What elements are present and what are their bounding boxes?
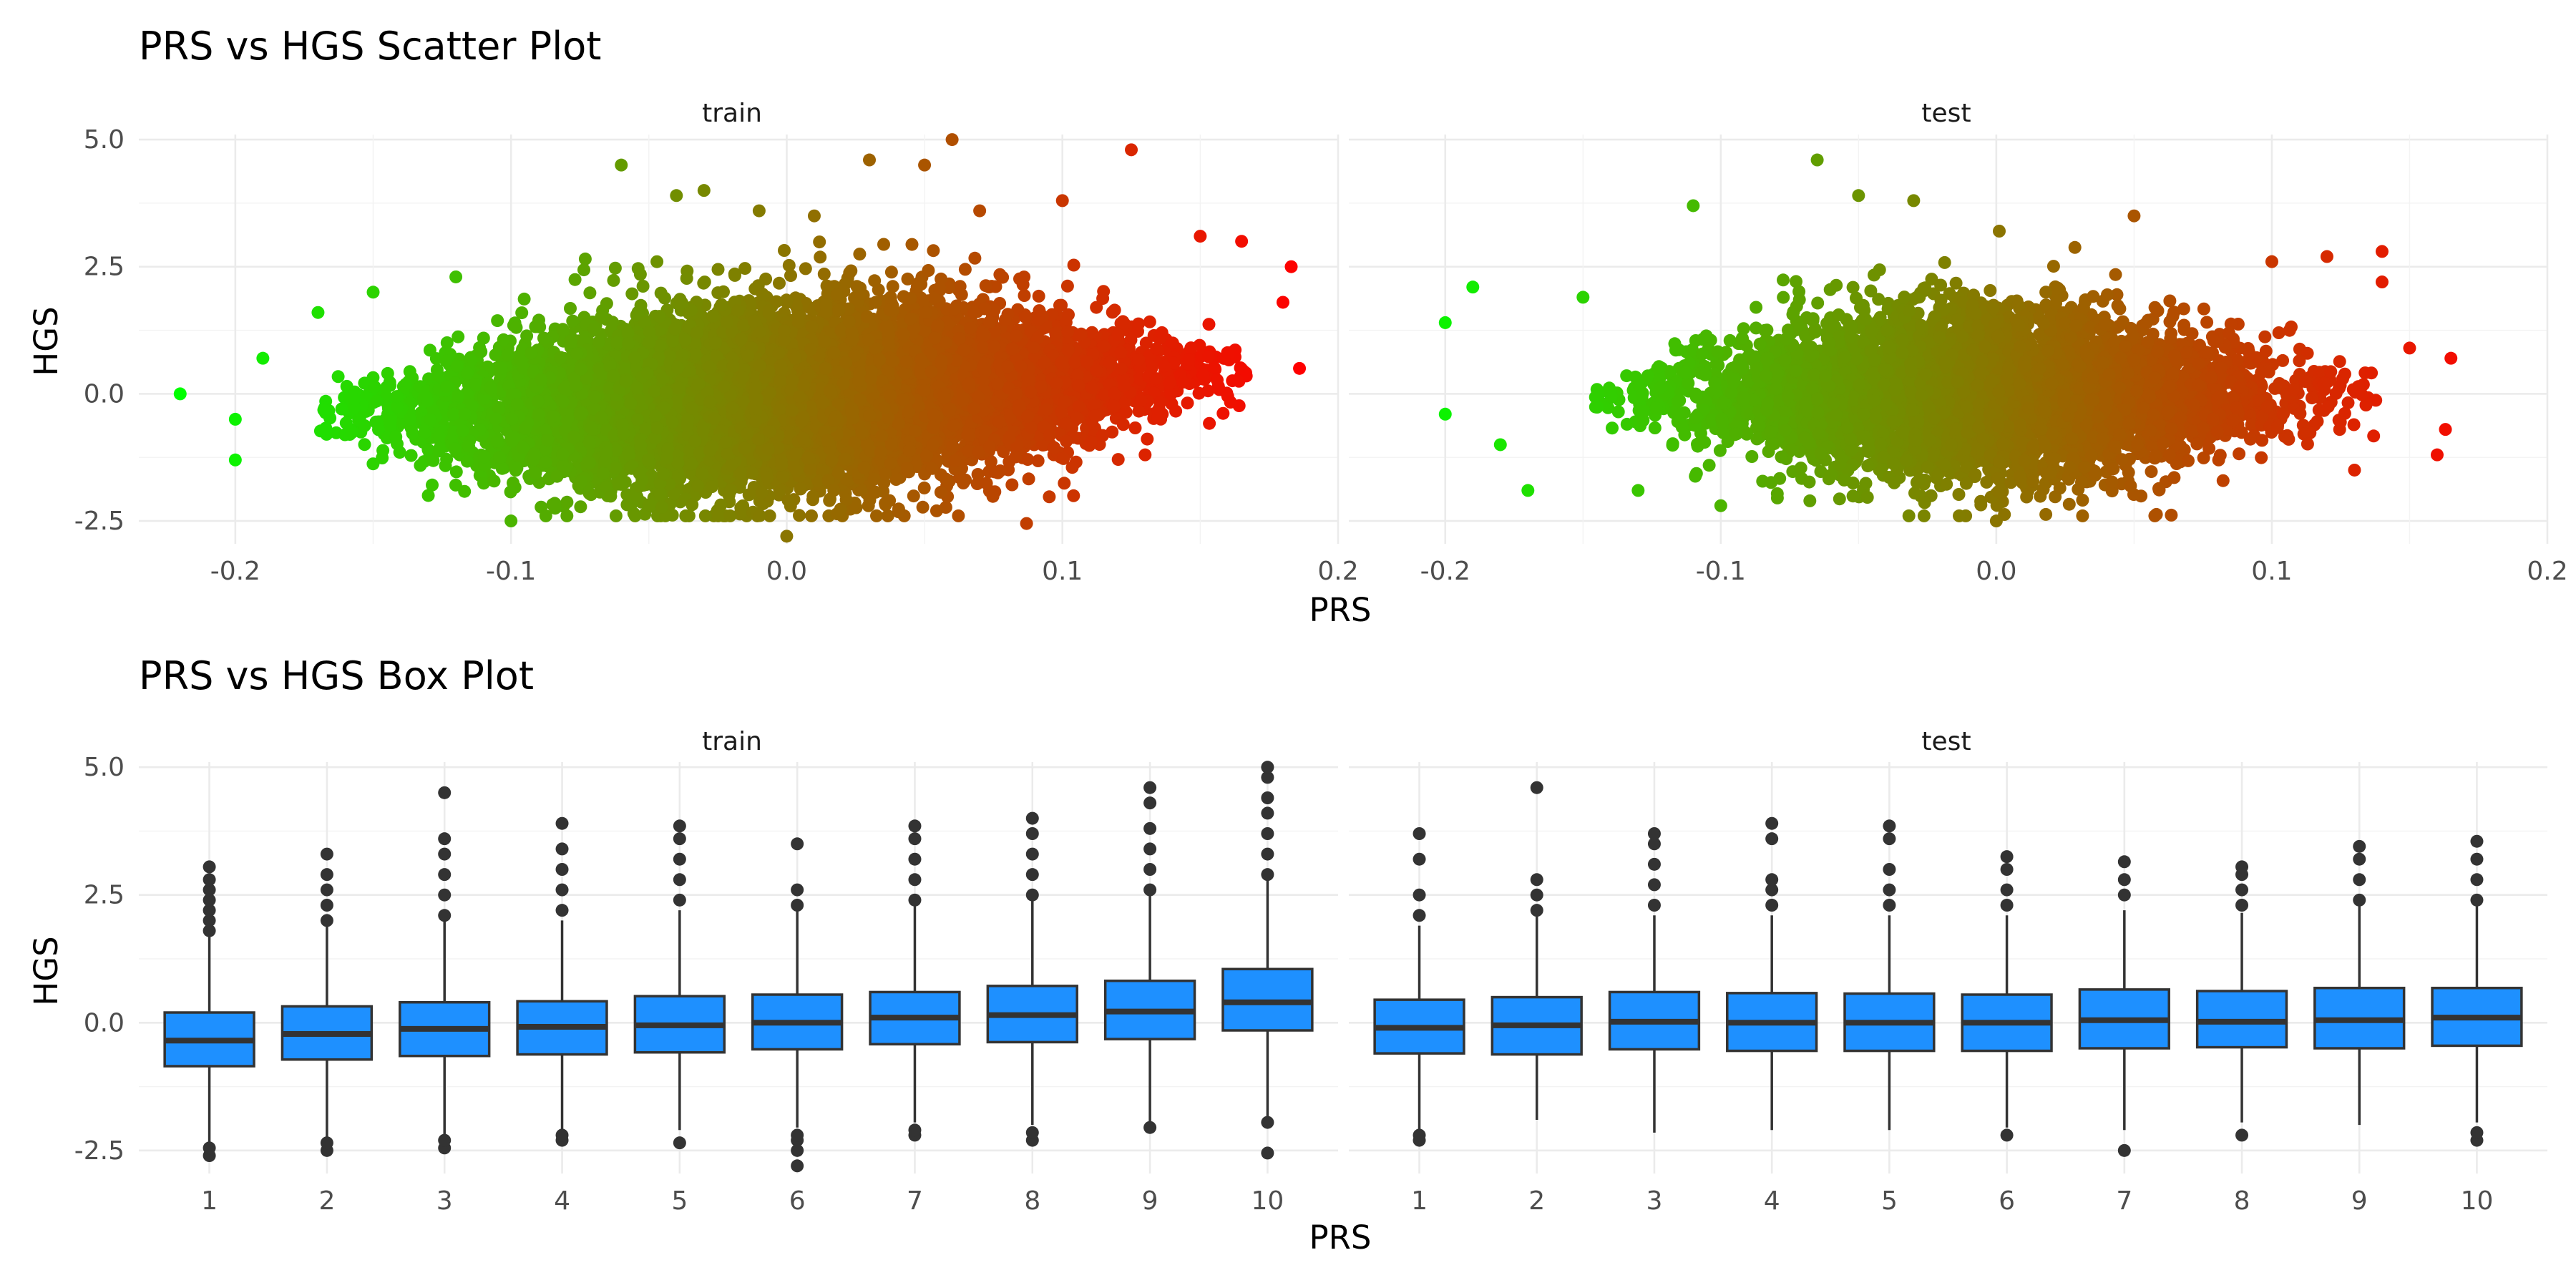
scatter-train-point [1067,258,1080,272]
scatter-train-point [877,238,890,251]
scatter-plot-title: PRS vs HGS Scatter Plot [139,24,601,69]
scatter-train-point [853,248,867,261]
scatter-train-point [625,287,639,301]
scatter-train-point [917,481,931,494]
scatter-train-y-tick-label: -2.5 [74,507,125,536]
scatter-train-point [366,457,380,471]
scatter-train-point [1058,477,1071,490]
scatter-train-point [1202,318,1216,331]
scatter-train-point-cloud [313,235,1253,522]
scatter-train-point [1143,315,1156,328]
scatter-train-x-tick-label: -0.2 [210,557,260,586]
scatter-train-point [643,498,656,512]
scatter-train-point [884,265,898,279]
scatter-train-y-tick-label: 2.5 [84,253,125,282]
scatter-train-point [1111,453,1125,467]
scatter-train-x-tick-label: 0.1 [1042,557,1083,586]
scatter-train-point [905,238,919,251]
scatter-train-point [934,485,947,499]
scatter-train-point [717,285,730,298]
scatter-panel-train: -2.5 0.0 2.5 5.0 -0.2 -0.1 0.0 0.1 0.2 [74,125,1359,586]
scatter-train-point [773,276,786,290]
scatter-train-point [886,280,899,293]
scatter-train-point [1043,490,1056,504]
scatter-train-point [817,268,831,280]
scatter-train-point [1018,289,1031,302]
scatter-train-point [1005,478,1019,492]
scatter-train-point [907,489,920,503]
scatter-train-point [404,449,418,462]
scatter-train-point [916,500,930,514]
scatter-train-point [574,500,587,514]
scatter-train-point [1097,285,1111,298]
scatter-train-point [376,444,390,457]
scatter-train-point [793,509,806,522]
scatter-train-point [517,292,531,306]
scatter-train-point [583,286,597,300]
scatter-train-point [927,244,940,258]
scatter-train-point [1067,489,1080,502]
scatter-train-point [560,495,574,509]
scatter-train-x-tick-label: 0.2 [1317,557,1358,586]
scatter-train-x-tick-label: -0.1 [486,557,536,586]
scatter-train-point [556,323,570,336]
scatter-train-point [578,252,592,265]
scatter-train-point [452,330,465,343]
scatter-train-point [440,336,454,349]
scatter-train-x-tick-label: 0.0 [766,557,807,586]
box-plot-title: PRS vs HGS Box Plot [139,653,534,698]
scatter-train-y-tick-label: 0.0 [84,379,125,409]
scatter-train-point [1216,406,1230,420]
scatter-train-point [653,487,667,501]
scatter-train-point [1184,341,1198,355]
scatter-train-y-tick-label: 5.0 [84,125,125,155]
scatter-train-point [358,438,371,452]
scatter-train-point [680,272,693,285]
scatter-train-point [930,504,943,517]
scatter-train-point [805,509,818,522]
scatter-train-point [870,509,883,522]
